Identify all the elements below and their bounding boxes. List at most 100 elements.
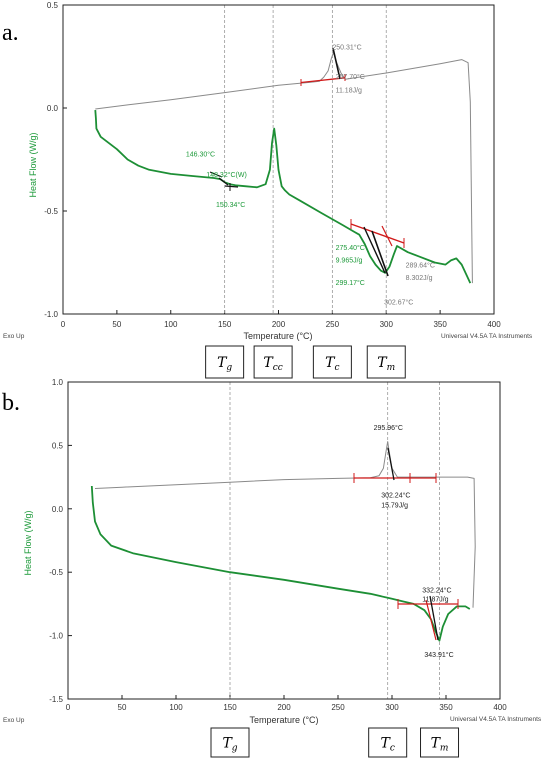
panel-a-exo-label: Exo Up xyxy=(3,333,25,340)
a-melt-drop-1 xyxy=(371,230,389,277)
b-cryst-peak-drop xyxy=(387,447,395,481)
x-tick-label: 350 xyxy=(433,320,447,329)
annotation-label: 275.40°C xyxy=(336,244,365,252)
panel-a-series xyxy=(94,51,473,284)
x-tick-label: 0 xyxy=(61,320,66,329)
panel-b-x-axis-label: Temperature (°C) xyxy=(249,715,318,725)
panel-a: a. Heat Flow (W/g) -1.0 -0.5 0.0 0.5 0 50 100… xyxy=(2,1,533,379)
x-tick-label: 50 xyxy=(112,320,121,329)
x-tick-label: 150 xyxy=(218,320,232,329)
temp-box-label: Tm xyxy=(431,736,449,754)
y-tick-label: 0.5 xyxy=(52,441,64,450)
series-line-cooling xyxy=(94,441,476,608)
panel-a-letter: a. xyxy=(2,20,19,46)
temp-box-tg: Tg xyxy=(205,345,245,379)
y-tick-label: 0.0 xyxy=(52,505,64,514)
annotation-label: 8.302J/g xyxy=(406,275,433,282)
panel-b-annotations: 295.96°C 302.24°C 15.79J/g 332.24°C 11.87J/g… xyxy=(374,424,454,659)
temp-box-frame xyxy=(312,345,352,379)
panel-b-plot-frame xyxy=(67,381,501,700)
a-melt-onset-tangent xyxy=(381,225,393,247)
panel-b-temperature-boxes: Tg Tc Tm xyxy=(210,727,460,758)
panel-b-letter: b. xyxy=(2,390,20,416)
a-tg-tangent-3 xyxy=(224,185,239,188)
temp-box-frame xyxy=(368,727,408,758)
a-tg-tangent-2 xyxy=(218,177,229,186)
temp-box-label: Tc xyxy=(325,355,339,373)
series-line-cooling xyxy=(95,51,473,284)
temp-box-frame xyxy=(210,727,250,758)
y-tick-label: -0.5 xyxy=(44,207,58,216)
a-melt-baseline xyxy=(350,223,405,244)
a-tg-tangent-1 xyxy=(209,171,223,178)
panel-a-x-ticks: 0 50 100 150 200 250 300 350 400 xyxy=(61,310,501,329)
panel-a-analysis-lines xyxy=(209,47,405,277)
temp-box-frame xyxy=(253,345,293,379)
annotation-label: 343.91°C xyxy=(424,651,453,659)
temp-box-tm: Tm xyxy=(420,727,460,758)
temp-box-label: Tg xyxy=(217,355,232,373)
x-tick-label: 200 xyxy=(272,320,286,329)
temp-box-tc: Tc xyxy=(368,727,408,758)
temp-box-label: Tcc xyxy=(263,355,282,373)
panel-b-marker-lines xyxy=(229,382,440,699)
y-tick-label: 1.0 xyxy=(52,378,64,387)
a-cryst-peak-drop xyxy=(332,47,341,80)
temp-box-label: Tc xyxy=(380,736,394,754)
annotation-label: 295.96°C xyxy=(374,424,403,432)
panel-b-analysis-lines xyxy=(353,447,459,641)
panel-a-x-axis-label: Temperature (°C) xyxy=(243,331,312,341)
temp-box-frame xyxy=(420,727,460,758)
x-tick-label: 300 xyxy=(385,703,399,712)
temp-box-label: Tg xyxy=(222,736,237,754)
annotation-label: 257.70°C xyxy=(336,73,365,81)
panel-a-y-axis-label: Heat Flow (W/g) xyxy=(28,132,38,197)
b-melt-peak-drop xyxy=(429,595,439,641)
panel-a-instrument-label: Universal V4.5A TA Instruments xyxy=(441,333,533,340)
b-melt-onset-tangent xyxy=(425,599,437,641)
annotation-label: 148.32°C(W) xyxy=(206,171,247,179)
panel-b-series xyxy=(90,441,476,642)
panel-b-y-ticks: -1.5 -1.0 -0.5 0.0 0.5 1.0 xyxy=(49,378,72,704)
temp-box-tg: Tg xyxy=(210,727,250,758)
annotation-label: 11.18J/g xyxy=(336,88,362,95)
x-tick-label: 50 xyxy=(118,703,127,712)
annotation-label: 332.24°C xyxy=(422,586,451,594)
panel-b-y-axis-label: Heat Flow (W/g) xyxy=(23,510,33,575)
x-tick-label: 400 xyxy=(487,320,501,329)
x-tick-label: 350 xyxy=(439,703,453,712)
panel-b-instrument-label: Universal V4.5A TA Instruments xyxy=(450,716,542,723)
series-line-heating xyxy=(90,485,471,642)
panel-b: b. Heat Flow (W/g) -1.5 -1.0 -0.5 0.0 0.5 1.0… xyxy=(2,378,542,758)
annotation-label: 302.24°C xyxy=(381,491,410,499)
x-tick-label: 150 xyxy=(223,703,237,712)
x-tick-label: 250 xyxy=(331,703,345,712)
annotation-label: 11.87J/g xyxy=(422,596,448,603)
panel-a-plot-frame xyxy=(62,4,495,315)
x-tick-label: 100 xyxy=(164,320,178,329)
annotation-label: 146.30°C xyxy=(186,150,215,158)
y-tick-label: -0.5 xyxy=(49,568,63,577)
annotation-label: 299.17°C xyxy=(336,279,365,287)
annotation-label: 9.965J/g xyxy=(336,258,363,265)
y-tick-label: -1.0 xyxy=(49,632,63,641)
panel-a-temperature-boxes: Tg Tcc Tc Tm xyxy=(205,345,406,379)
temp-box-tm: Tm xyxy=(366,345,406,379)
annotation-label: 15.79J/g xyxy=(381,503,408,510)
a-cryst-baseline xyxy=(300,77,346,84)
panel-a-annotations: 250.31°C 257.70°C 11.18J/g 146.30°C 148.32°C… xyxy=(186,43,435,306)
a-melt-drop-2 xyxy=(363,226,386,274)
x-tick-label: 0 xyxy=(66,703,71,712)
temp-box-frame xyxy=(366,345,406,379)
panel-b-exo-label: Exo Up xyxy=(3,717,25,724)
temp-box-tcc: Tcc xyxy=(253,345,293,379)
x-tick-label: 100 xyxy=(169,703,183,712)
annotation-label: 302.67°C xyxy=(384,299,413,307)
temp-box-frame xyxy=(205,345,245,379)
x-tick-label: 200 xyxy=(277,703,291,712)
panel-a-marker-lines xyxy=(224,5,387,314)
x-tick-label: 400 xyxy=(493,703,507,712)
y-tick-label: -1.0 xyxy=(44,310,58,319)
panel-a-y-ticks: -1.0 -0.5 0.0 0.5 xyxy=(44,1,67,319)
